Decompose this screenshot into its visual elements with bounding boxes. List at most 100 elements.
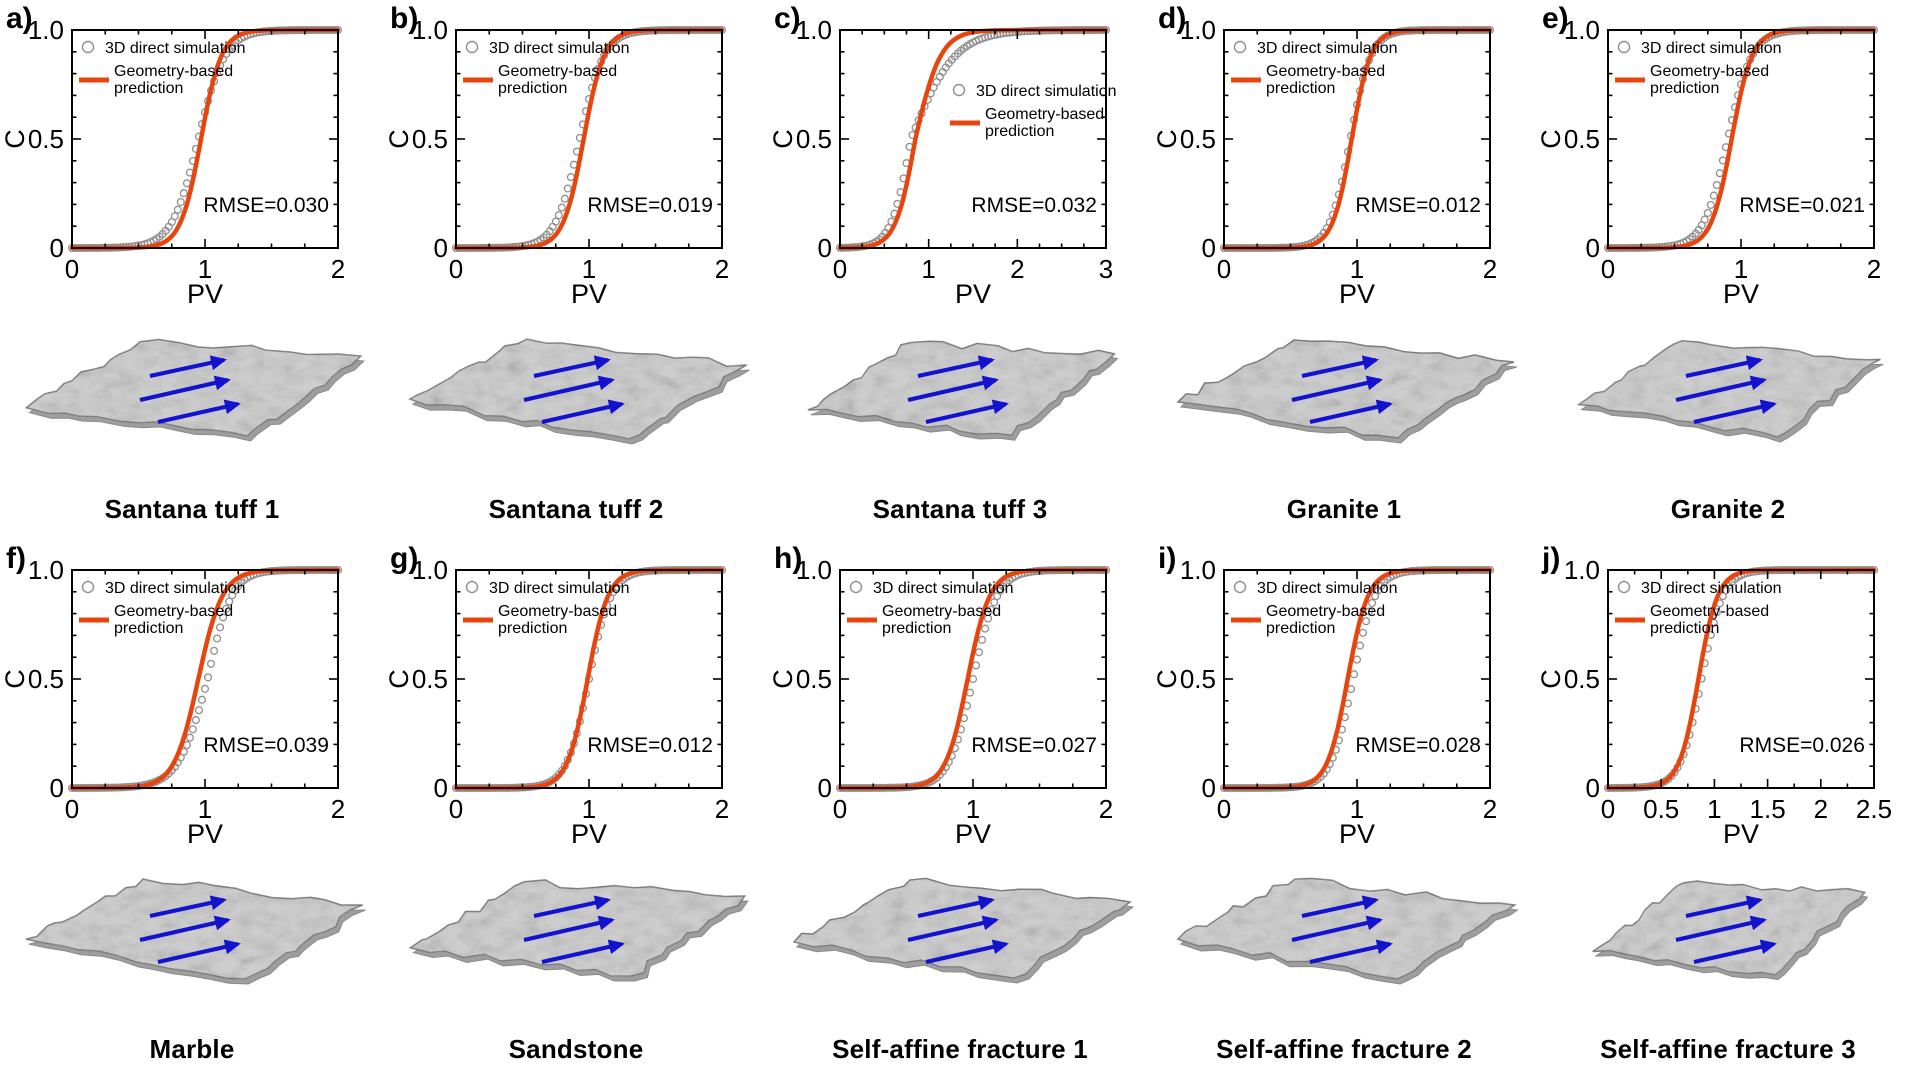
- breakthrough-chart: 0 1 2 0 0.5 1.0 PV C 3D direct simulation Geometr…: [768, 555, 1113, 849]
- breakthrough-chart: 0 1 2 0 0.5 1.0 PV C 3D direct simulation Geometr…: [1536, 15, 1881, 309]
- breakthrough-chart: 0 1 2 0 0.5 1.0 PV C 3D direct simulation Geometr…: [0, 555, 345, 849]
- surface-shape: [1176, 877, 1519, 985]
- rmse-label: RMSE=0.012: [587, 734, 713, 757]
- svg-text:2: 2: [1814, 794, 1828, 824]
- breakthrough-chart: 0 0.5 1 1.5 2 2.5 0 0.5 1.0 PV C 3D direct simulati…: [1536, 555, 1892, 849]
- flow-arrows: [907, 895, 1009, 965]
- svg-text:0: 0: [50, 233, 64, 263]
- svg-text:0: 0: [1601, 254, 1615, 284]
- axis-ticks: [71, 569, 339, 789]
- surface-caption: Self-affine fracture 2: [1216, 1034, 1472, 1064]
- y-axis-label: C: [384, 129, 414, 149]
- surface-caption: Marble: [149, 1034, 235, 1064]
- svg-text:0.5: 0.5: [1643, 794, 1679, 824]
- legend-pred-label-line1: Geometry-based: [1266, 603, 1385, 620]
- legend-pred-label-line2: prediction: [1650, 80, 1719, 97]
- rmse-label: RMSE=0.028: [1355, 734, 1481, 757]
- fracture-surface-render: [408, 338, 750, 445]
- svg-text:0: 0: [1202, 773, 1216, 803]
- axis-ticks: [455, 29, 723, 249]
- flow-arrows: [1291, 895, 1393, 965]
- flow-arrow-icon: [1675, 375, 1767, 403]
- legend-pred-label-line1: Geometry-based: [1266, 63, 1385, 80]
- y-axis-label: C: [0, 129, 30, 149]
- axis-ticks: [1223, 29, 1491, 249]
- legend: 3D direct simulation Geometry-basedpredic…: [1615, 580, 1782, 637]
- legend-sim-marker-icon: [1233, 580, 1247, 594]
- svg-text:1.0: 1.0: [796, 15, 832, 45]
- flow-arrows: [1291, 355, 1393, 425]
- breakthrough-chart: 0 1 2 0 0.5 1.0 PV C 3D direct simulation Geometr…: [1152, 555, 1497, 849]
- legend-pred-label-line1: Geometry-based: [498, 63, 617, 80]
- axis-ticks: [1607, 29, 1875, 249]
- panel-letter-d: d): [1158, 2, 1187, 35]
- svg-text:1.0: 1.0: [1180, 555, 1216, 585]
- rmse-label: RMSE=0.027: [971, 734, 1096, 757]
- x-axis-tick-labels: 0 1 2: [65, 794, 345, 824]
- y-axis-label: C: [1152, 129, 1182, 149]
- axis-ticks: [1223, 569, 1491, 789]
- svg-text:0.5: 0.5: [796, 124, 832, 154]
- panel-i: i) 0 1 2 0 0.5 1.0 PV C 3D direct simulation Geom…: [1152, 540, 1536, 1080]
- panel-letter-a: a): [6, 2, 33, 35]
- x-axis-label: PV: [955, 279, 991, 309]
- simulation-scatter: [67, 565, 343, 793]
- y-axis-label: C: [768, 129, 798, 149]
- x-axis-label: PV: [1723, 279, 1759, 309]
- svg-text:0.5: 0.5: [412, 664, 448, 694]
- svg-text:0: 0: [1586, 233, 1600, 263]
- breakthrough-chart: 0 1 2 0 0.5 1.0 PV C 3D direct simulation Geometr…: [384, 555, 729, 849]
- panel-letter-c: c): [774, 2, 801, 35]
- svg-text:0: 0: [1601, 794, 1615, 824]
- legend-sim-marker-icon: [849, 580, 863, 594]
- x-axis-tick-labels: 0 1 2: [449, 794, 729, 824]
- svg-text:0: 0: [434, 773, 448, 803]
- legend-pred-label-line2: prediction: [1650, 620, 1719, 637]
- flow-arrow-icon: [149, 355, 227, 379]
- x-axis-tick-labels: 0 1 2: [65, 254, 345, 284]
- legend-pred-label-line2: prediction: [1266, 620, 1335, 637]
- flow-arrow-icon: [925, 939, 1009, 965]
- panel-b: b) 0 1 2 0 0.5 1.0 PV C 3D direct simulation Geom…: [384, 0, 768, 540]
- svg-text:1: 1: [1350, 254, 1364, 284]
- fracture-surface-render: [24, 338, 366, 442]
- panel-e: e) 0 1 2 0 0.5 1.0 PV C 3D direct simulation Geom…: [1536, 0, 1920, 540]
- rmse-label: RMSE=0.030: [203, 194, 329, 217]
- axis-ticks: [455, 569, 723, 789]
- surface-shape: [408, 879, 749, 982]
- legend-pred-label-line2: prediction: [498, 80, 567, 97]
- fracture-surface-render: [1176, 877, 1519, 985]
- legend: 3D direct simulation Geometry-basedpredic…: [1231, 580, 1398, 637]
- flow-arrows: [139, 895, 241, 965]
- svg-text:1: 1: [582, 794, 596, 824]
- flow-arrow-icon: [917, 355, 995, 379]
- legend-sim-marker-icon: [465, 40, 479, 54]
- legend-pred-label-line2: prediction: [882, 620, 951, 637]
- flow-arrow-icon: [907, 375, 999, 403]
- flow-arrow-icon: [1693, 939, 1777, 965]
- panel-a: a) 0 1 2 0 0.5 1.0 PV C 3D direct simulation Geom…: [0, 0, 384, 540]
- simulation-scatter: [835, 565, 1111, 793]
- legend-pred-label-line1: Geometry-based: [1650, 603, 1769, 620]
- flow-arrow-icon: [523, 915, 615, 943]
- flow-arrow-icon: [139, 915, 231, 943]
- axis-ticks: [839, 569, 1107, 789]
- flow-arrow-icon: [1309, 939, 1393, 965]
- svg-text:2: 2: [715, 794, 729, 824]
- svg-text:2: 2: [1099, 794, 1113, 824]
- y-axis-label: C: [1536, 129, 1566, 149]
- legend-sim-marker-icon: [1233, 40, 1247, 54]
- fracture-surface-render: [792, 877, 1135, 984]
- y-axis-tick-labels: 0 0.5 1.0: [1564, 15, 1600, 263]
- y-axis-label: C: [0, 669, 30, 689]
- rmse-label: RMSE=0.026: [1739, 734, 1865, 757]
- panel-letter-h: h): [774, 542, 803, 575]
- x-axis-tick-labels: 0 1 2: [1217, 794, 1497, 824]
- legend-pred-label-line2: prediction: [1266, 80, 1335, 97]
- flow-arrow-icon: [533, 355, 611, 379]
- svg-text:0: 0: [1217, 254, 1231, 284]
- flow-arrow-icon: [1291, 375, 1383, 403]
- surface-caption: Granite 1: [1286, 494, 1402, 524]
- y-axis-tick-labels: 0 0.5 1.0: [28, 15, 64, 263]
- legend-sim-marker-icon: [465, 580, 479, 594]
